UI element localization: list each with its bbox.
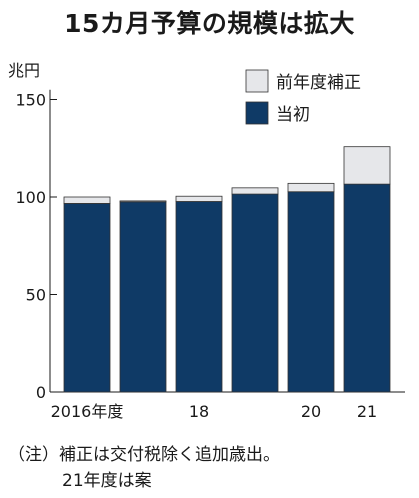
y-tick-label: 150 xyxy=(15,91,46,110)
x-tick-label: 20 xyxy=(301,402,321,421)
footnote-draft: 21年度は案 xyxy=(62,471,152,491)
bar-supplementary xyxy=(175,195,223,202)
x-tick-label: 21 xyxy=(357,402,377,421)
legend-swatch xyxy=(245,101,269,125)
bar-supplementary xyxy=(63,196,111,204)
bar-supplementary xyxy=(343,146,391,185)
bar-initial xyxy=(175,201,223,393)
bar-initial xyxy=(231,193,279,393)
y-unit-label: 兆円 xyxy=(8,61,40,80)
y-tick-label: 100 xyxy=(15,188,46,207)
bar-initial xyxy=(119,201,167,393)
y-tick-label: 0 xyxy=(36,383,46,402)
y-tick-label: 50 xyxy=(26,286,46,305)
legend-swatch xyxy=(245,69,269,93)
x-tick-label: 2016年度 xyxy=(51,402,124,421)
bar-supplementary xyxy=(231,187,279,195)
bar-initial xyxy=(63,203,111,393)
chart-title: 15カ月予算の規模は拡大 xyxy=(64,9,355,38)
footnote: （注）補正は交付税除く追加歳出。 xyxy=(8,445,280,465)
bar-initial xyxy=(343,183,391,393)
x-tick-label: 18 xyxy=(189,402,209,421)
bar-supplementary xyxy=(119,200,167,203)
bar-initial xyxy=(287,191,335,393)
legend-label: 前年度補正 xyxy=(276,73,361,93)
legend-label: 当初 xyxy=(276,105,310,125)
bar-supplementary xyxy=(287,182,335,193)
